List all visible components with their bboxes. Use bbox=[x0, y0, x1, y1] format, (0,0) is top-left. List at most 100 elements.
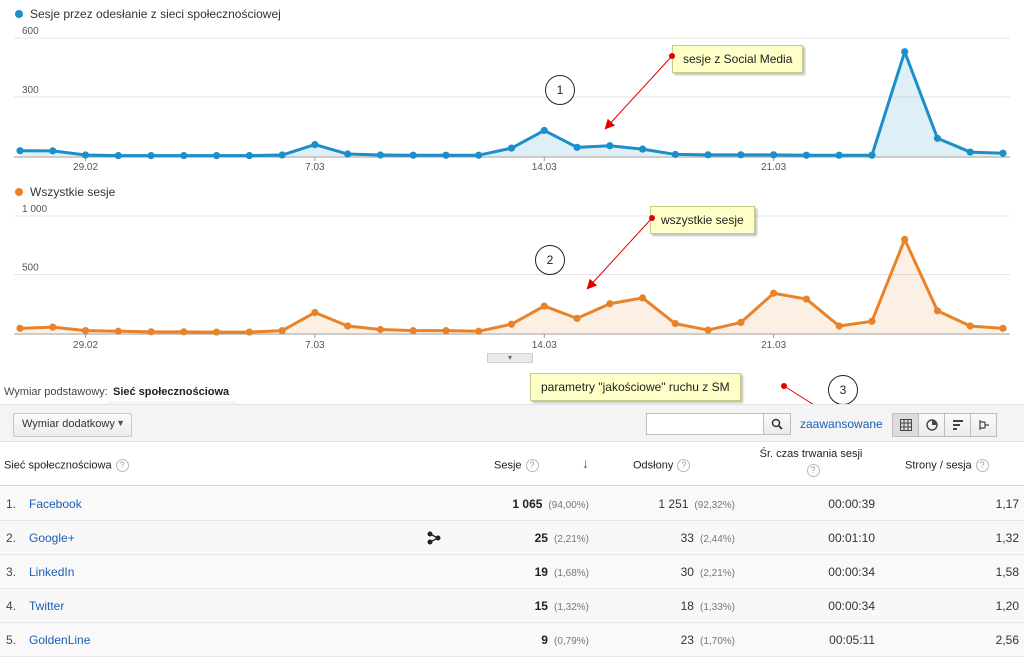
header-sessions[interactable]: Sesje? bbox=[494, 459, 539, 472]
data-point[interactable] bbox=[475, 151, 483, 159]
search-button[interactable] bbox=[764, 413, 791, 435]
data-point[interactable] bbox=[81, 327, 90, 335]
data-point[interactable] bbox=[409, 151, 417, 159]
data-point[interactable] bbox=[180, 328, 188, 336]
row-network-link[interactable]: Google+ bbox=[29, 531, 75, 545]
data-point[interactable] bbox=[114, 327, 122, 335]
data-point[interactable] bbox=[802, 295, 811, 303]
help-icon[interactable]: ? bbox=[525, 459, 539, 472]
data-point[interactable] bbox=[147, 152, 155, 160]
table-row[interactable]: 4. Twitter 15 (1,32%) 18 (1,33%) 00:00:34 1,20 bbox=[0, 589, 1024, 623]
data-point[interactable] bbox=[540, 126, 548, 135]
data-point[interactable] bbox=[507, 320, 516, 328]
data-point[interactable] bbox=[933, 134, 942, 142]
advanced-filter-link[interactable]: zaawansowane bbox=[800, 417, 883, 431]
view-pivot-button[interactable] bbox=[970, 413, 997, 437]
table-search-input[interactable] bbox=[646, 413, 764, 435]
data-point[interactable] bbox=[16, 324, 24, 332]
help-icon[interactable]: ? bbox=[677, 459, 691, 472]
data-point[interactable] bbox=[999, 149, 1007, 157]
header-avg-duration[interactable]: Śr. czas trwania sesji ? bbox=[755, 448, 867, 477]
collapse-chart-handle[interactable]: ▾ bbox=[487, 353, 533, 363]
data-point[interactable] bbox=[704, 151, 712, 159]
data-point[interactable] bbox=[245, 152, 253, 160]
row-network-link[interactable]: Twitter bbox=[29, 599, 65, 613]
row-index: 2. bbox=[6, 531, 17, 545]
data-point[interactable] bbox=[671, 320, 679, 328]
data-point[interactable] bbox=[442, 151, 450, 159]
data-point[interactable] bbox=[180, 152, 188, 160]
data-point[interactable] bbox=[999, 324, 1007, 332]
data-point[interactable] bbox=[311, 308, 319, 317]
data-point[interactable] bbox=[606, 300, 614, 308]
data-point[interactable] bbox=[81, 151, 90, 159]
data-point[interactable] bbox=[737, 318, 745, 327]
row-network-link[interactable]: LinkedIn bbox=[29, 565, 75, 579]
data-point[interactable] bbox=[573, 314, 581, 322]
help-icon[interactable]: ? bbox=[975, 459, 989, 472]
data-point[interactable] bbox=[409, 327, 417, 335]
data-point[interactable] bbox=[540, 302, 548, 310]
data-point[interactable] bbox=[245, 328, 253, 336]
data-point[interactable] bbox=[835, 322, 843, 330]
data-point[interactable] bbox=[704, 326, 712, 334]
data-point[interactable] bbox=[507, 144, 516, 152]
callout-quality-params: parametry "jakościowe" ruchu z SM bbox=[530, 373, 741, 401]
data-point[interactable] bbox=[213, 328, 221, 336]
row-network-link[interactable]: GoldenLine bbox=[29, 633, 91, 647]
data-point[interactable] bbox=[16, 147, 24, 155]
multi-metric-icon[interactable] bbox=[426, 530, 442, 546]
data-point[interactable] bbox=[737, 151, 745, 159]
data-point[interactable] bbox=[868, 317, 876, 325]
data-point[interactable] bbox=[573, 143, 581, 151]
data-point[interactable] bbox=[933, 307, 942, 315]
data-point[interactable] bbox=[901, 235, 909, 243]
data-point[interactable] bbox=[901, 48, 909, 56]
data-point[interactable] bbox=[49, 323, 57, 331]
data-point[interactable] bbox=[278, 327, 286, 335]
data-point[interactable] bbox=[344, 150, 352, 158]
primary-dimension-value[interactable]: Sieć społecznościowa bbox=[113, 386, 230, 398]
help-icon[interactable]: ? bbox=[115, 459, 129, 472]
table-row[interactable]: 3. LinkedIn 19 (1,68%) 30 (2,21%) 00:00:34 1,58 bbox=[0, 555, 1024, 589]
sort-desc-arrow-icon[interactable]: ↓ bbox=[582, 455, 589, 471]
data-point[interactable] bbox=[770, 151, 778, 159]
row-network-link[interactable]: Facebook bbox=[29, 497, 82, 511]
header-network[interactable]: Sieć społecznościowa? bbox=[4, 459, 129, 472]
table-row[interactable]: 2. Google+ 25 (2,21%) 33 (2,44%) 00:01:10 1,32 bbox=[0, 521, 1024, 555]
view-table-button[interactable] bbox=[892, 413, 919, 437]
data-point[interactable] bbox=[802, 151, 811, 159]
data-point[interactable] bbox=[638, 294, 647, 302]
data-point[interactable] bbox=[770, 289, 778, 297]
data-point[interactable] bbox=[114, 152, 122, 160]
secondary-dimension-dropdown[interactable]: Wymiar dodatkowy ▼ bbox=[13, 413, 132, 437]
data-point[interactable] bbox=[311, 140, 319, 149]
data-point[interactable] bbox=[638, 145, 647, 153]
header-pageviews[interactable]: Odsłony? bbox=[633, 459, 691, 472]
table-row[interactable]: 5. GoldenLine 9 (0,79%) 23 (1,70%) 00:05:11 2,5… bbox=[0, 623, 1024, 657]
data-point[interactable] bbox=[49, 147, 57, 155]
y-tick-label: 1 000 bbox=[22, 204, 47, 215]
data-point[interactable] bbox=[442, 327, 450, 335]
table-row[interactable]: 1. Facebook 1 065 (94,00%) 1 251 (92,32%) 00:0… bbox=[0, 487, 1024, 521]
data-point[interactable] bbox=[671, 150, 679, 159]
data-point[interactable] bbox=[376, 325, 385, 334]
view-performance-button[interactable] bbox=[944, 413, 971, 437]
data-point[interactable] bbox=[835, 151, 843, 159]
help-icon[interactable]: ? bbox=[806, 464, 820, 477]
data-point[interactable] bbox=[606, 142, 614, 150]
data-point[interactable] bbox=[966, 322, 974, 330]
data-point[interactable] bbox=[278, 151, 286, 159]
view-pie-button[interactable] bbox=[918, 413, 945, 437]
sessions-percent: (2,21%) bbox=[553, 534, 589, 545]
data-point[interactable] bbox=[475, 327, 483, 335]
data-point[interactable] bbox=[213, 152, 221, 160]
data-point[interactable] bbox=[966, 148, 974, 156]
data-point[interactable] bbox=[147, 328, 155, 336]
sessions-value: 25 bbox=[534, 531, 548, 545]
row-index: 1. bbox=[6, 497, 17, 511]
data-point[interactable] bbox=[868, 151, 876, 159]
data-point[interactable] bbox=[344, 322, 352, 330]
data-point[interactable] bbox=[376, 151, 385, 159]
header-pages-per-session[interactable]: Strony / sesja? bbox=[905, 459, 989, 472]
